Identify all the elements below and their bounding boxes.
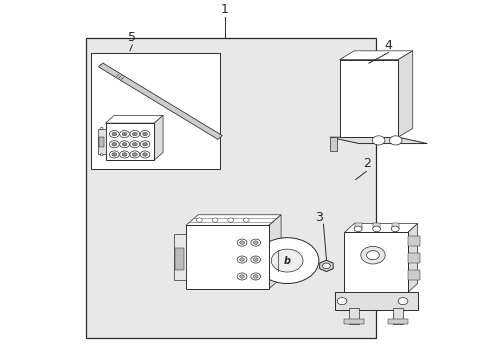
Bar [91, 53, 220, 169]
Polygon shape [339, 51, 412, 60]
Bar [344, 319, 363, 324]
Circle shape [120, 151, 129, 158]
Circle shape [132, 143, 137, 146]
Circle shape [122, 153, 127, 156]
Text: 2: 2 [363, 157, 370, 170]
Polygon shape [344, 224, 417, 233]
Bar [391, 222, 398, 229]
Polygon shape [397, 51, 412, 137]
Polygon shape [154, 115, 163, 160]
Polygon shape [105, 115, 163, 123]
Circle shape [239, 275, 244, 278]
Circle shape [212, 218, 218, 222]
Circle shape [109, 131, 119, 138]
Circle shape [120, 141, 129, 148]
Circle shape [140, 131, 150, 138]
Circle shape [371, 136, 384, 145]
Circle shape [239, 258, 244, 261]
Bar [387, 319, 407, 324]
Polygon shape [334, 292, 417, 310]
Circle shape [100, 154, 103, 156]
Text: 5: 5 [128, 31, 136, 44]
Circle shape [112, 143, 117, 146]
Bar [372, 222, 379, 229]
Bar [185, 225, 268, 289]
Text: 3: 3 [314, 211, 322, 224]
Text: b: b [283, 256, 290, 266]
Circle shape [112, 153, 117, 156]
Bar [348, 308, 358, 324]
Circle shape [253, 241, 258, 244]
Bar [407, 253, 419, 263]
Circle shape [372, 226, 380, 232]
Circle shape [140, 151, 150, 158]
Circle shape [130, 141, 140, 148]
Circle shape [271, 249, 303, 272]
Circle shape [250, 239, 260, 246]
Circle shape [140, 141, 150, 148]
Polygon shape [329, 137, 336, 151]
Polygon shape [98, 63, 222, 139]
Bar [344, 233, 407, 292]
Bar [173, 234, 185, 280]
Circle shape [353, 226, 361, 232]
Circle shape [142, 143, 147, 146]
Circle shape [130, 151, 140, 158]
Circle shape [120, 131, 129, 138]
Bar [354, 222, 361, 229]
Circle shape [132, 132, 137, 136]
Text: 4: 4 [384, 39, 391, 51]
Circle shape [109, 151, 119, 158]
Bar [392, 308, 402, 324]
Bar [105, 123, 154, 160]
Circle shape [366, 251, 379, 260]
Bar [407, 270, 419, 280]
Polygon shape [185, 215, 281, 225]
Circle shape [112, 132, 117, 136]
Circle shape [227, 218, 233, 222]
Bar [175, 248, 183, 270]
Circle shape [253, 258, 258, 261]
Circle shape [388, 136, 401, 145]
Polygon shape [319, 260, 332, 271]
Circle shape [336, 298, 346, 305]
Circle shape [237, 256, 246, 263]
Circle shape [122, 132, 127, 136]
Circle shape [132, 153, 137, 156]
Circle shape [322, 263, 330, 269]
Circle shape [250, 256, 260, 263]
Circle shape [253, 275, 258, 278]
Polygon shape [329, 137, 427, 144]
Text: 1: 1 [221, 3, 228, 15]
Circle shape [237, 273, 246, 280]
Circle shape [122, 143, 127, 146]
Circle shape [390, 226, 398, 232]
Circle shape [397, 298, 407, 305]
Bar [339, 60, 397, 137]
Bar [98, 130, 105, 154]
Circle shape [237, 239, 246, 246]
Circle shape [239, 241, 244, 244]
Circle shape [142, 153, 147, 156]
Circle shape [255, 238, 318, 284]
Circle shape [109, 141, 119, 148]
Polygon shape [407, 224, 417, 292]
Circle shape [196, 218, 202, 222]
Circle shape [100, 127, 103, 130]
Circle shape [360, 246, 385, 264]
Polygon shape [268, 215, 281, 289]
Circle shape [250, 273, 260, 280]
Bar [407, 236, 419, 246]
Bar [86, 39, 375, 338]
Bar [99, 137, 104, 147]
Circle shape [142, 132, 147, 136]
Circle shape [243, 218, 248, 222]
Circle shape [130, 131, 140, 138]
